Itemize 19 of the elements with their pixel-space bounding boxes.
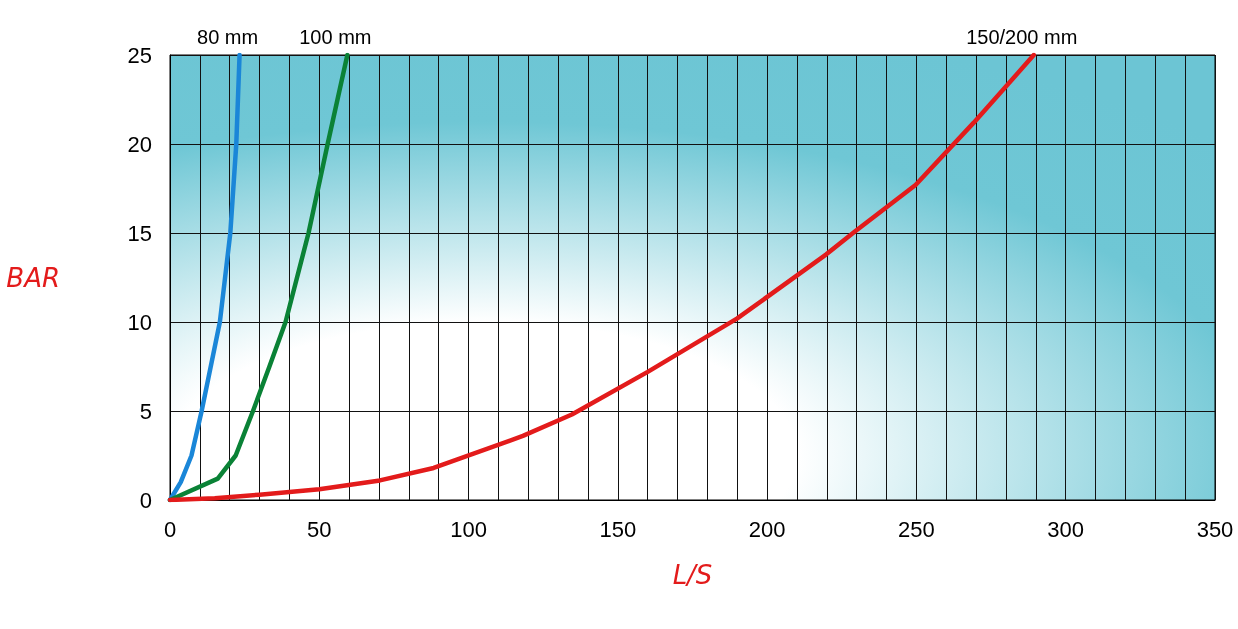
x-axis-title: L/S <box>672 560 713 590</box>
y-tick-label: 20 <box>127 131 152 157</box>
y-tick-label: 15 <box>127 220 152 246</box>
x-tick-label: 0 <box>163 516 177 542</box>
y-axis-title: BAR <box>6 262 60 293</box>
x-tick-label: 150 <box>599 516 637 542</box>
x-tick-label: 300 <box>1047 516 1085 542</box>
series-label: 150/200 mm <box>966 26 1078 48</box>
y-tick-label: 0 <box>139 487 152 513</box>
x-tick-label: 200 <box>748 516 786 542</box>
series-label: 80 mm <box>197 26 259 48</box>
x-tick-label: 250 <box>898 516 935 542</box>
series-label: 100 mm <box>299 26 372 48</box>
y-tick-label: 5 <box>139 398 152 424</box>
x-tick-label: 350 <box>1196 516 1234 542</box>
y-tick-label: 25 <box>127 42 152 68</box>
y-tick-label: 10 <box>127 309 152 335</box>
x-tick-label: 100 <box>450 516 487 542</box>
x-tick-label: 50 <box>307 516 332 542</box>
